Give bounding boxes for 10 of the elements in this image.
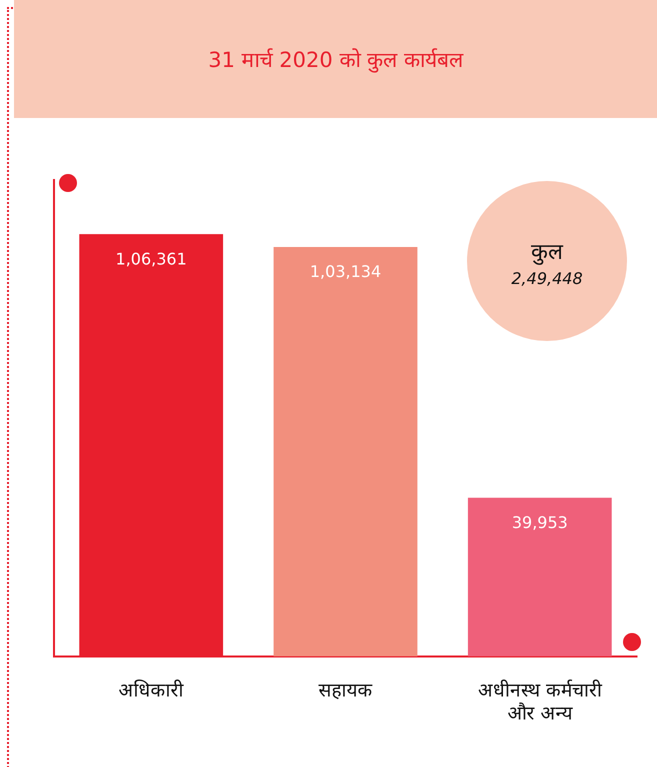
x-tick-label: अधिकारी [118,678,185,702]
annotation: कुल [531,238,563,264]
data-label: 39,953 [512,512,568,532]
x-tick-label: अधीनस्थ कर्मचारी और अन्य [478,678,603,725]
annotation: 2,49,448 [511,268,583,288]
x-tick-label: सहायक [318,680,372,702]
data-label: 1,06,361 [116,249,187,268]
data-label: 1,03,134 [310,262,382,282]
circle-badge: कुल 2,49,448 [467,181,627,341]
chart-title: 31 मार्च 2020 को कुल कार्यबल [208,47,463,73]
